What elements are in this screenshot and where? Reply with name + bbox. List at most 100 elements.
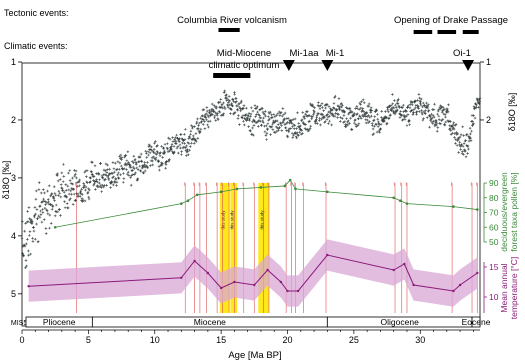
delta18o-point [343,110,346,113]
delta18o-point [58,191,62,195]
delta18o-point [125,168,128,171]
delta18o-point [171,136,174,139]
delta18o-point [360,109,364,112]
delta18o-point [295,131,299,135]
delta18o-point [57,194,60,197]
delta18o-point [355,104,359,108]
delta18o-point [136,177,140,181]
delta18o-point [68,169,72,172]
delta18o-point [232,100,236,103]
pollen-point [399,199,402,202]
delta18o-point [184,149,188,152]
delta18o-point [179,133,183,136]
delta18o-point [231,98,235,101]
delta18o-point [143,163,146,167]
delta18o-point [409,99,413,103]
delta18o-point [159,151,162,154]
delta18o-point [81,200,85,203]
delta18o-point [301,120,305,124]
delta18o-point [434,119,438,122]
delta18o-point [317,104,321,108]
delta18o-point [466,152,470,155]
delta18o-point [367,104,371,108]
site-marker: ǀ [221,182,222,188]
delta18o-point [170,147,173,151]
site-marker: ǀ [471,182,472,188]
delta18o-point [129,166,133,169]
delta18o-point [227,101,230,104]
delta18o-point [225,97,229,101]
delta18o-point [26,237,29,241]
delta18o-point [174,136,177,139]
highlight-band-label: this study [220,210,225,230]
delta18o-point [317,112,321,115]
delta18o-point [191,134,195,138]
delta18o-point [28,217,31,220]
delta18o-point [369,106,373,110]
delta18o-point [283,123,287,126]
delta18o-point [216,112,219,115]
delta18o-point [255,106,258,110]
site-marker: ǀ [216,182,217,188]
delta18o-point [131,169,134,172]
delta18o-point [127,161,130,164]
delta18o-point [211,113,214,116]
delta18o-point [478,102,481,105]
delta18o-point [126,162,129,166]
delta18o-point [197,124,200,127]
delta18o-point [124,153,128,157]
delta18o-point [72,187,76,191]
delta18o-point [410,101,413,104]
delta18o-point [53,191,57,195]
delta18o-point [31,237,34,240]
temperature-point [326,253,329,257]
delta18o-point [447,119,451,123]
delta18o-point [452,121,456,125]
delta18o-point [117,176,121,180]
delta18o-point [146,161,149,164]
delta18o-point [29,252,32,256]
delta18o-point [446,107,449,111]
delta18o-point [276,126,279,130]
delta18o-point [478,96,482,100]
delta18o-point [301,132,304,135]
delta18o-point [209,109,213,113]
delta18o-point [300,118,304,122]
delta18o-point [381,120,385,124]
delta18o-point [474,102,477,106]
delta18o-point [371,127,375,131]
highlight-band [219,183,230,313]
delta18o-point [188,145,192,148]
delta18o-point [140,160,144,163]
delta18o-point [260,123,263,127]
delta18o-point [107,176,110,180]
delta18o-point [261,119,264,123]
delta18o-point [52,185,56,189]
delta18o-point [336,105,340,108]
delta18o-point [194,140,198,143]
delta18o-point [193,125,196,129]
delta18o-point [256,105,259,109]
delta18o-point [229,112,232,115]
delta18o-point [309,124,313,128]
delta18o-point [402,103,405,107]
delta18o-point [265,132,269,135]
delta18o-point [423,104,426,108]
delta18o-point [189,129,193,133]
delta18o-point [276,123,280,126]
delta18o-point [377,129,381,133]
delta18o-point [417,93,421,96]
delta18o-point [27,253,30,257]
delta18o-point [32,229,36,233]
delta18o-point [78,178,82,182]
delta18o-point [413,106,417,110]
delta18o-point [230,102,234,105]
delta18o-point [365,115,369,118]
delta18o-point [92,175,96,178]
delta18o-point [146,166,150,170]
delta18o-point [207,125,210,129]
delta18o-point [421,105,424,109]
delta18o-point [205,106,209,109]
delta18o-point [118,157,122,160]
delta18o-point [181,139,185,142]
